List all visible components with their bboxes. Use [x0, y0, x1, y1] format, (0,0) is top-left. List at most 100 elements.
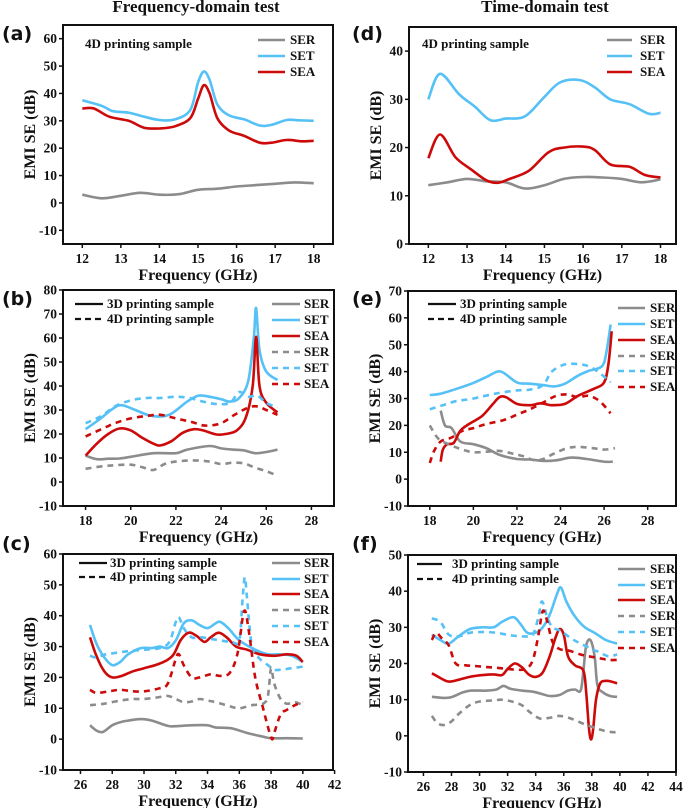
panel-c: (c) 26 28 30 32 34 36 38 40 42 -10 0 10 20 30 40 50 60 Fre… — [2, 533, 342, 808]
legend-label: 3D printing sample — [452, 556, 559, 571]
legend-label: SET — [290, 48, 315, 63]
panel-a: (a) 12 13 14 15 16 17 18 -10 0 10 20 30 40 50 60 Frequen… — [2, 23, 334, 284]
panel-label: (e) — [352, 288, 382, 310]
y-tick-label: 30 — [389, 391, 403, 406]
series-set-dashed — [431, 600, 618, 658]
y-tick-label: 30 — [44, 639, 58, 654]
x-tick-label: 34 — [201, 777, 215, 792]
series-sea-dashed — [430, 609, 618, 672]
x-tick-label: 26 — [417, 779, 431, 794]
series-ser-solid — [85, 444, 278, 461]
series-sea-dashed — [85, 404, 279, 438]
series-ser-dashed — [430, 698, 618, 734]
legend-label: SEA — [304, 328, 330, 343]
series-ser-solid — [89, 717, 303, 740]
y-tick-label: -10 — [384, 499, 402, 514]
legend-label: 4D printing sample — [107, 311, 214, 326]
legend-label: SER — [304, 344, 330, 359]
y-tick-label: 70 — [44, 307, 58, 322]
y-tick-label: 40 — [389, 364, 403, 379]
y-tick-label: 0 — [395, 728, 402, 743]
x-tick-label: 28 — [305, 513, 319, 528]
series-sea-solid — [431, 627, 618, 741]
y-tick-label: 50 — [44, 59, 58, 74]
x-tick-label: 24 — [554, 513, 568, 528]
legend-label: SEA — [650, 640, 676, 655]
column-title-frequency-domain: Frequency-domain test — [112, 0, 280, 16]
x-tick-label: 13 — [114, 251, 128, 266]
y-tick-label: 10 — [44, 168, 58, 183]
plot-frame — [62, 553, 334, 771]
y-tick-label: 20 — [44, 427, 58, 442]
series-set-solid — [84, 306, 279, 431]
y-tick-label: 20 — [44, 141, 58, 156]
y-tick-label: 50 — [44, 577, 58, 592]
y-tick-label: 0 — [396, 237, 403, 252]
series-set-solid — [88, 618, 304, 667]
series-sea-solid — [439, 331, 613, 462]
x-tick-label: 15 — [191, 251, 205, 266]
y-tick-label: -10 — [384, 765, 402, 780]
legend-label: 3D printing sample — [110, 555, 217, 570]
x-axis-label: Frequency (GHz) — [139, 529, 258, 546]
legend-label: SER — [650, 608, 676, 623]
y-tick-label: 0 — [50, 732, 57, 747]
panel-b: (b) 18 20 22 24 26 28 -10 0 10 20 30 40 50 60 70 80 Frequ… — [2, 283, 335, 546]
legend-label: SET — [650, 577, 675, 592]
y-tick-label: 60 — [44, 31, 58, 46]
y-tick-label: 60 — [44, 547, 58, 562]
x-tick-label: 30 — [137, 777, 151, 792]
x-tick-label: 26 — [74, 777, 88, 792]
series-group — [427, 72, 661, 190]
x-tick-label: 20 — [467, 513, 481, 528]
series-ser-dashed — [85, 459, 276, 477]
panel-label: (f) — [352, 533, 378, 555]
legend-label: SET — [650, 316, 675, 331]
y-axis-label: EMI SE (dB) — [367, 354, 384, 444]
panel-label: (c) — [2, 533, 31, 555]
y-tick-label: 20 — [390, 140, 404, 155]
legend-label: SER — [304, 602, 330, 617]
sample-annotation: 4D printing sample — [85, 36, 192, 51]
legend-label: SET — [304, 360, 329, 375]
legend-label: 3D printing sample — [107, 296, 214, 311]
legend-label: SER — [290, 32, 316, 47]
y-tick-label: 50 — [389, 337, 403, 352]
legend-label: SER — [650, 561, 676, 576]
y-tick-label: 30 — [390, 92, 404, 107]
legend-label: SER — [640, 32, 666, 47]
x-tick-label: 38 — [264, 777, 278, 792]
x-tick-label: 28 — [445, 779, 459, 794]
x-tick-label: 17 — [615, 251, 629, 266]
legend-label: SET — [304, 571, 329, 586]
plot-frame — [408, 26, 677, 245]
series-sea-dashed — [89, 609, 304, 741]
x-tick-label: 42 — [328, 777, 342, 792]
y-tick-label: 40 — [44, 608, 58, 623]
series-group — [81, 70, 314, 200]
series-sea-solid — [88, 631, 304, 679]
series-set-solid — [431, 585, 618, 645]
series-ser-solid — [439, 410, 613, 464]
y-tick-label: 10 — [390, 188, 404, 203]
x-tick-label: 28 — [105, 777, 119, 792]
x-tick-label: 12 — [422, 251, 436, 266]
column-title-time-domain: Time-domain test — [481, 0, 609, 16]
x-tick-label: 16 — [576, 251, 590, 266]
x-tick-label: 12 — [76, 251, 90, 266]
legend-label: SET — [304, 618, 329, 633]
panel-d: (d) 12 13 14 15 16 17 18 0 10 20 30 40 Frequency (GHz… — [352, 23, 677, 284]
x-tick-label: 24 — [214, 513, 228, 528]
series-set-solid — [81, 70, 314, 128]
legend-label: SEA — [650, 332, 676, 347]
series-ser-solid — [82, 181, 314, 200]
y-tick-label: 40 — [44, 379, 58, 394]
x-tick-label: 22 — [169, 513, 183, 528]
y-tick-label: 0 — [50, 195, 57, 210]
x-tick-label: 32 — [169, 777, 183, 792]
y-tick-label: 40 — [389, 584, 403, 599]
series-group — [428, 324, 616, 464]
x-tick-label: 38 — [585, 779, 599, 794]
